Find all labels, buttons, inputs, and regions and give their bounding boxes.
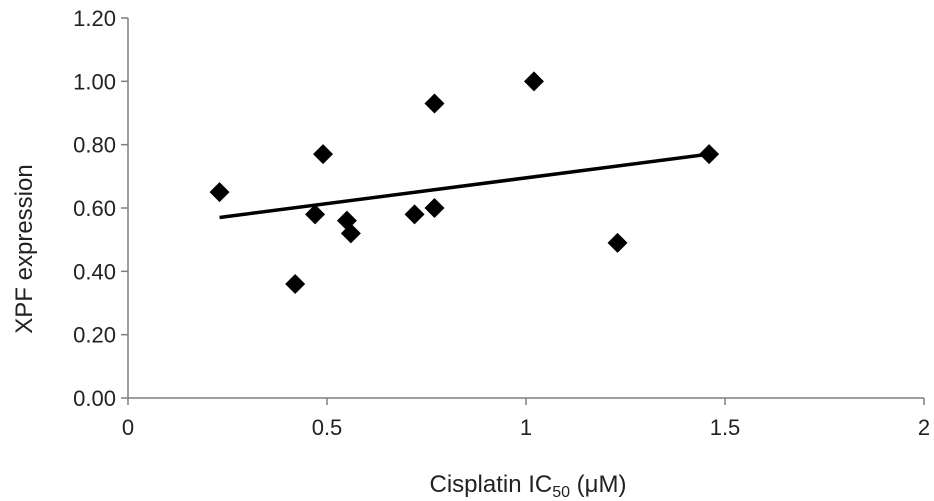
x-tick-label: 0 <box>122 415 134 440</box>
y-tick-label: 1.20 <box>73 6 116 31</box>
y-tick-label: 0.00 <box>73 386 116 411</box>
y-tick-label: 0.40 <box>73 259 116 284</box>
y-tick-label: 0.60 <box>73 196 116 221</box>
x-tick-label: 1.5 <box>710 415 741 440</box>
y-axis-ticks: 0.00 0.20 0.40 0.60 0.80 1.00 1.20 <box>73 6 128 411</box>
data-point <box>523 71 544 92</box>
data-points <box>209 71 720 294</box>
data-point <box>209 182 230 203</box>
y-axis-title: XPF expression <box>11 164 38 333</box>
data-point <box>340 223 361 244</box>
trendline <box>219 152 710 220</box>
x-tick-label: 0.5 <box>312 415 343 440</box>
data-point <box>424 93 445 114</box>
data-point <box>699 144 720 165</box>
x-axis-title: Cisplatin IC50 (μM) <box>430 471 627 501</box>
trendline-group <box>219 152 710 220</box>
data-point <box>305 204 326 225</box>
x-axis-title-unit: (μM) <box>570 471 626 498</box>
data-point <box>424 198 445 218</box>
data-point <box>285 274 306 294</box>
y-tick-label: 0.80 <box>73 133 116 158</box>
x-tick-label: 1 <box>520 415 532 440</box>
data-point <box>607 232 628 253</box>
x-axis-title-main: Cisplatin IC <box>430 471 553 498</box>
x-tick-label: 2 <box>918 415 930 440</box>
x-axis-ticks: 0 0.5 1 1.5 2 <box>122 398 930 440</box>
axes <box>127 18 924 399</box>
data-point <box>404 204 425 225</box>
data-point <box>313 144 334 165</box>
x-axis-title-subscript: 50 <box>552 484 570 501</box>
y-tick-label: 1.00 <box>73 69 116 94</box>
y-tick-label: 0.20 <box>73 323 116 348</box>
